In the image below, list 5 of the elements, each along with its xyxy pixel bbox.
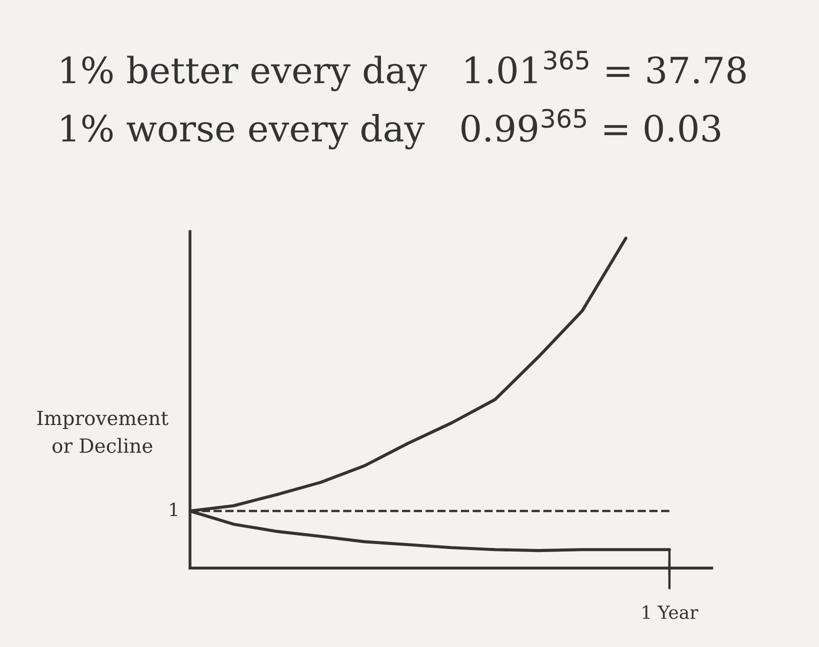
chart-subtitle: 1% worse every day 0.99$^{365}$ = 0.03 [62,108,720,150]
chart-title: 1% better every day 1.01$^{365}$ = 37.78 [62,50,746,92]
text: 1 [170,502,178,516]
text: 1 Year [642,605,698,620]
y-axis-title: Improvement or Decline [37,410,168,453]
